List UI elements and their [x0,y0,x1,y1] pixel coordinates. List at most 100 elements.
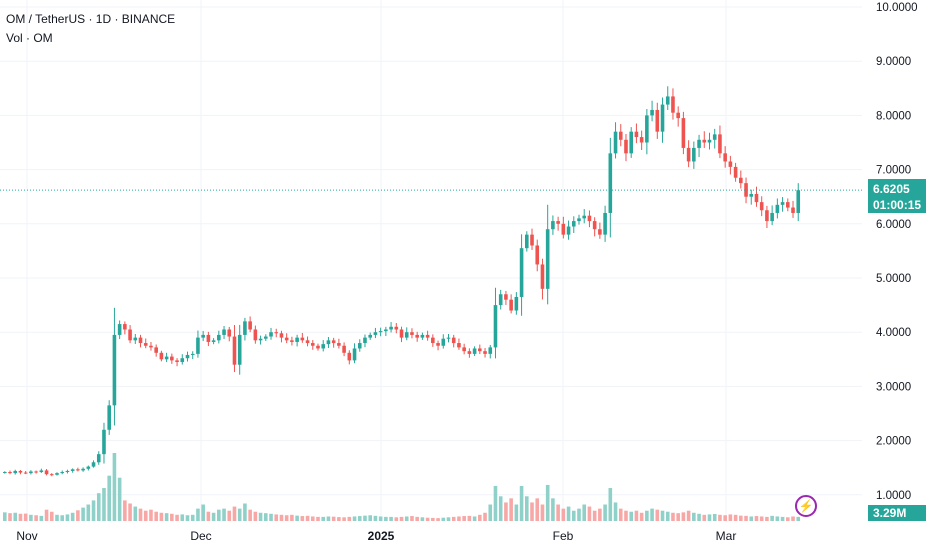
time-tick-label: Mar [716,529,737,543]
candle-body [112,334,117,406]
volume-bar [519,485,524,521]
volume-bar [493,485,498,521]
volume-bar [211,512,216,521]
volume-bar [462,516,466,521]
candle-body [269,332,273,337]
volume-bar [415,516,419,521]
candle-body [378,331,383,333]
volume-bar [525,496,529,521]
candle-body [577,218,581,222]
volume-bar [264,513,268,521]
candle-body [634,131,639,138]
candle-body [639,137,644,143]
candle-body [571,221,576,227]
candle-body [18,470,23,473]
volume-bar [253,511,258,521]
candle-body [504,294,508,300]
candle-body [655,109,660,132]
volume-bar [451,516,456,521]
volume-bar [143,510,148,521]
candle-body [592,221,597,230]
volume-bar [170,513,174,521]
candle-body [290,340,294,342]
volume-bar [258,512,263,521]
volume-bar [718,514,722,521]
candle-body [357,343,362,349]
volume-bar [18,513,23,521]
candle-body [305,340,310,344]
symbol-title[interactable]: OM / TetherUS · 1D · BINANCE [6,12,176,26]
candle-body [133,337,138,341]
volume-bar [13,512,18,521]
candle-body [697,139,701,148]
volume-bar [420,517,425,521]
volume-bar [138,508,143,521]
volume-bar [775,516,780,521]
volume-bar [770,515,774,521]
candle-body [540,264,545,289]
candle-body [415,334,419,338]
volume-bar [765,516,769,521]
volume-bar [347,516,352,521]
price-axis[interactable]: 1.0000 2.0000 3.0000 4.0000 5.0000 6.0000 7.00… [876,2,918,502]
candle-body [149,345,153,348]
candle-body [347,352,352,361]
candle-body [316,345,320,349]
volume-bar [796,516,801,521]
time-tick-label: Nov [16,529,37,543]
candle-body [514,296,519,311]
volume-bar [222,508,226,521]
volume-bar [91,500,96,521]
volume-bar [629,511,633,521]
candle-body [692,147,696,162]
volume-bar [410,516,414,521]
volume-bar [728,514,733,521]
price-tick-label: 7.0000 [876,165,911,177]
candle-body [545,229,550,289]
volume-bar [394,517,399,521]
volume-bar [671,512,675,521]
volume-bar [613,502,618,521]
candle-body [660,104,665,132]
time-axis[interactable]: Nov Dec 2025 Feb Mar [16,529,736,543]
candle-body [352,348,357,361]
candle-body [493,305,498,348]
time-tick-label: 2025 [368,529,395,543]
price-tick-label: 1.0000 [876,490,911,502]
candle-body [384,329,388,332]
volume-legend[interactable]: Vol · OM [6,31,53,45]
volume-bar [248,509,252,521]
volume-bar [86,504,91,521]
last-price-label: 6.6205 [873,182,910,196]
volume-bar [326,516,331,521]
volume-bar [535,498,540,521]
volume-bar [3,512,7,521]
volume-bar [676,513,680,521]
candle-body [467,351,472,354]
volume-bar [436,518,440,521]
price-tick-label: 8.0000 [876,110,911,122]
candle-body [556,221,560,224]
candle-body [253,329,258,341]
candle-body [509,299,513,311]
volume-bar [639,512,644,521]
candle-body [342,345,346,353]
candle-body [431,337,435,344]
volume-bar [206,511,211,521]
volume-bar [123,500,127,521]
candle-body [373,332,378,335]
lightning-icon[interactable]: ⚡ [795,495,817,517]
volume-bar [107,475,111,521]
last-price-badge: 6.6205 01:00:15 [868,179,926,213]
candle-body [780,202,785,205]
chart-legend: OM / TetherUS · 1D · BINANCE Vol · OM [6,10,175,48]
volume-bar [159,512,164,521]
volume-bar [196,508,200,521]
volume-bar [201,504,205,521]
candle-body [300,337,305,341]
candle-body [754,193,759,203]
candle-body [128,329,132,341]
candle-body [744,183,748,197]
volume-bar [425,517,430,521]
